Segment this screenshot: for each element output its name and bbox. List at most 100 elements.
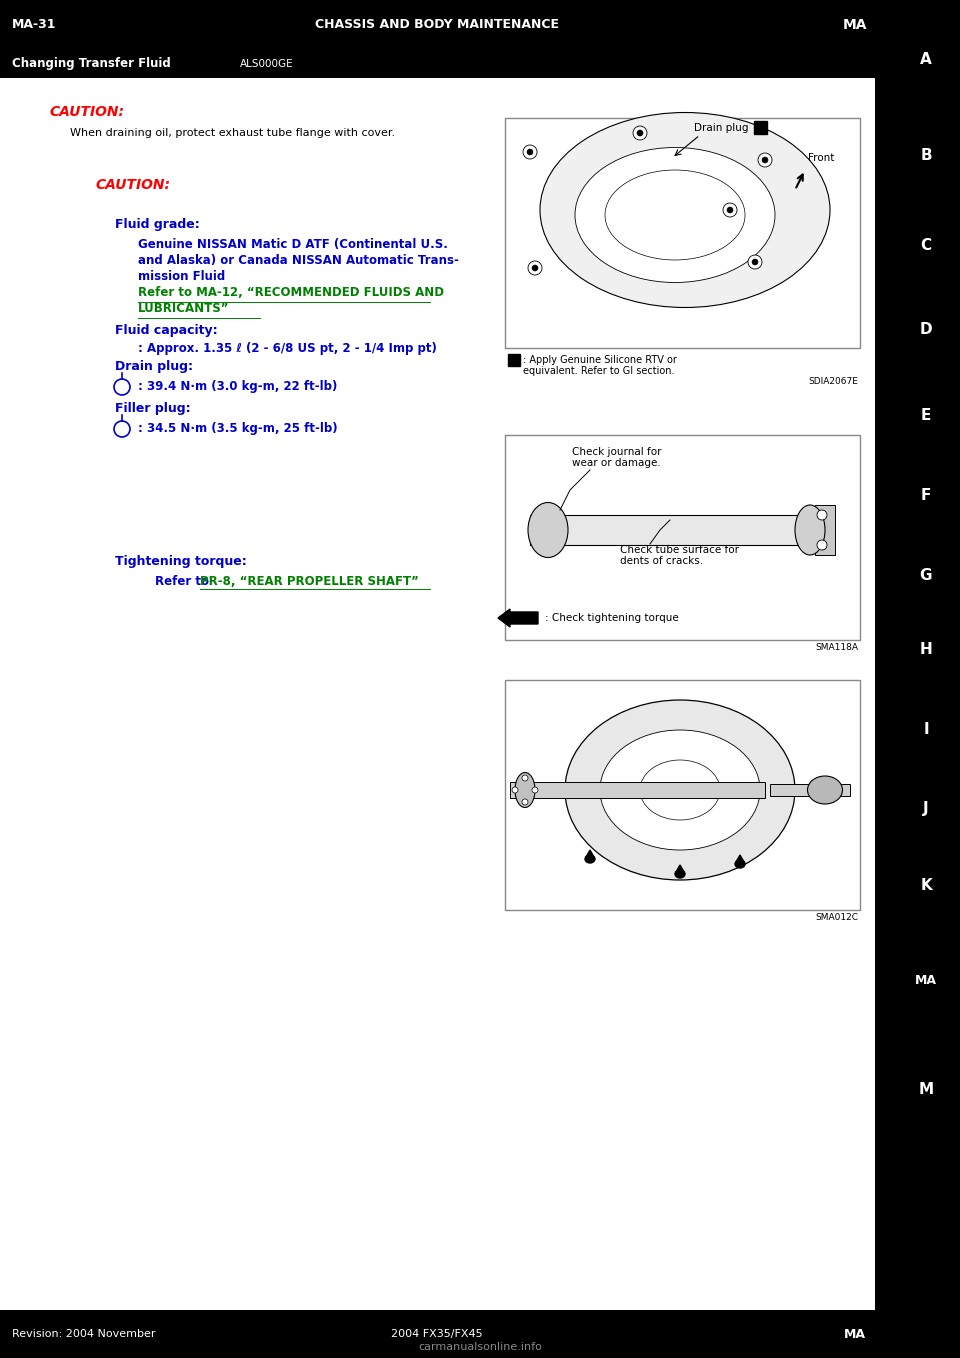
Text: wear or damage.: wear or damage. <box>572 458 660 469</box>
Ellipse shape <box>575 148 775 282</box>
Text: : 39.4 N·m (3.0 kg-m, 22 ft-lb): : 39.4 N·m (3.0 kg-m, 22 ft-lb) <box>138 380 337 392</box>
Text: A: A <box>920 53 932 68</box>
Bar <box>893 0 960 1358</box>
Text: SDIA2067E: SDIA2067E <box>808 378 858 386</box>
Circle shape <box>758 153 772 167</box>
FancyArrow shape <box>498 608 538 627</box>
Bar <box>505 435 860 640</box>
Circle shape <box>727 206 733 213</box>
Text: carmanualsonline.info: carmanualsonline.info <box>418 1342 542 1353</box>
Text: MA-31: MA-31 <box>12 19 57 31</box>
Text: Drain plug: Drain plug <box>694 124 749 133</box>
Text: : Check tightening torque: : Check tightening torque <box>545 612 679 623</box>
Text: : Approx. 1.35 ℓ (2 - 6/8 US pt, 2 - 1/4 Imp pt): : Approx. 1.35 ℓ (2 - 6/8 US pt, 2 - 1/4… <box>138 342 437 354</box>
Ellipse shape <box>605 170 745 259</box>
Text: B: B <box>921 148 932 163</box>
Ellipse shape <box>565 699 795 880</box>
Text: Check journal for: Check journal for <box>572 447 661 458</box>
Circle shape <box>723 202 737 217</box>
Text: PR-8, “REAR PROPELLER SHAFT”: PR-8, “REAR PROPELLER SHAFT” <box>200 574 419 588</box>
Text: J: J <box>924 800 929 816</box>
Polygon shape <box>586 850 594 857</box>
Circle shape <box>532 265 538 272</box>
Circle shape <box>528 261 542 276</box>
Polygon shape <box>736 856 744 862</box>
Text: and Alaska) or Canada NISSAN Automatic Trans-: and Alaska) or Canada NISSAN Automatic T… <box>138 254 459 268</box>
Bar <box>530 515 820 545</box>
Text: : Apply Genuine Silicone RTV or: : Apply Genuine Silicone RTV or <box>523 354 677 365</box>
Text: Changing Transfer Fluid: Changing Transfer Fluid <box>12 57 171 71</box>
Bar <box>510 782 765 799</box>
Text: K: K <box>920 877 932 892</box>
Text: CAUTION:: CAUTION: <box>50 105 125 120</box>
Circle shape <box>752 259 758 265</box>
Bar <box>0 1310 875 1358</box>
Ellipse shape <box>585 856 595 862</box>
Text: dents of cracks.: dents of cracks. <box>620 555 703 566</box>
Text: MA: MA <box>915 974 937 986</box>
Text: Revision: 2004 November: Revision: 2004 November <box>12 1329 156 1339</box>
Ellipse shape <box>600 731 760 850</box>
Text: CAUTION:: CAUTION: <box>95 178 170 191</box>
Circle shape <box>762 158 768 163</box>
Circle shape <box>633 126 647 140</box>
Ellipse shape <box>807 775 843 804</box>
Circle shape <box>817 511 827 520</box>
Circle shape <box>522 775 528 781</box>
Text: Front: Front <box>808 153 834 163</box>
Text: CHASSIS AND BODY MAINTENANCE: CHASSIS AND BODY MAINTENANCE <box>315 19 559 31</box>
Text: ALS000GE: ALS000GE <box>240 58 294 69</box>
Circle shape <box>512 788 518 793</box>
Bar <box>508 354 520 367</box>
Text: equivalent. Refer to GI section.: equivalent. Refer to GI section. <box>523 367 675 376</box>
Text: Refer to: Refer to <box>155 574 213 588</box>
Text: Check tube surface for: Check tube surface for <box>620 545 739 555</box>
Text: When draining oil, protect exhaust tube flange with cover.: When draining oil, protect exhaust tube … <box>70 128 396 139</box>
Text: G: G <box>920 568 932 583</box>
Text: mission Fluid: mission Fluid <box>138 270 226 282</box>
Circle shape <box>523 145 537 159</box>
Text: Fluid grade:: Fluid grade: <box>115 219 200 231</box>
Text: SMA118A: SMA118A <box>815 642 858 652</box>
Text: Filler plug:: Filler plug: <box>115 402 191 416</box>
Text: E: E <box>921 407 931 422</box>
Ellipse shape <box>515 773 535 808</box>
Text: Fluid capacity:: Fluid capacity: <box>115 325 218 337</box>
Text: SMA012C: SMA012C <box>815 913 858 922</box>
Circle shape <box>748 255 762 269</box>
Text: C: C <box>921 238 931 253</box>
Ellipse shape <box>795 505 825 555</box>
Text: Tightening torque:: Tightening torque: <box>115 555 247 568</box>
Text: D: D <box>920 322 932 338</box>
Ellipse shape <box>675 870 685 879</box>
Text: MA: MA <box>843 18 867 33</box>
Circle shape <box>637 130 643 136</box>
Ellipse shape <box>735 860 745 868</box>
Bar <box>0 50 875 77</box>
Bar <box>0 0 875 50</box>
Text: Refer to MA-12, “RECOMMENDED FLUIDS AND: Refer to MA-12, “RECOMMENDED FLUIDS AND <box>138 287 444 299</box>
Ellipse shape <box>528 502 568 558</box>
Ellipse shape <box>640 760 720 820</box>
Text: I: I <box>924 722 929 737</box>
Bar <box>815 505 835 555</box>
Text: : 34.5 N·m (3.5 kg-m, 25 ft-lb): : 34.5 N·m (3.5 kg-m, 25 ft-lb) <box>138 422 338 435</box>
Bar <box>754 121 767 134</box>
Bar <box>770 784 850 796</box>
Bar <box>505 680 860 910</box>
Circle shape <box>527 149 533 155</box>
Text: M: M <box>919 1082 933 1097</box>
Text: F: F <box>921 488 931 502</box>
Text: Genuine NISSAN Matic D ATF (Continental U.S.: Genuine NISSAN Matic D ATF (Continental … <box>138 238 448 251</box>
Text: Drain plug:: Drain plug: <box>115 360 193 373</box>
Circle shape <box>532 788 538 793</box>
Ellipse shape <box>540 113 830 307</box>
Bar <box>505 118 860 348</box>
Text: MA: MA <box>844 1328 866 1340</box>
Text: LUBRICANTS”: LUBRICANTS” <box>138 301 229 315</box>
Polygon shape <box>676 865 684 872</box>
Text: H: H <box>920 642 932 657</box>
Circle shape <box>522 799 528 805</box>
Circle shape <box>817 540 827 550</box>
Text: 2004 FX35/FX45: 2004 FX35/FX45 <box>391 1329 483 1339</box>
